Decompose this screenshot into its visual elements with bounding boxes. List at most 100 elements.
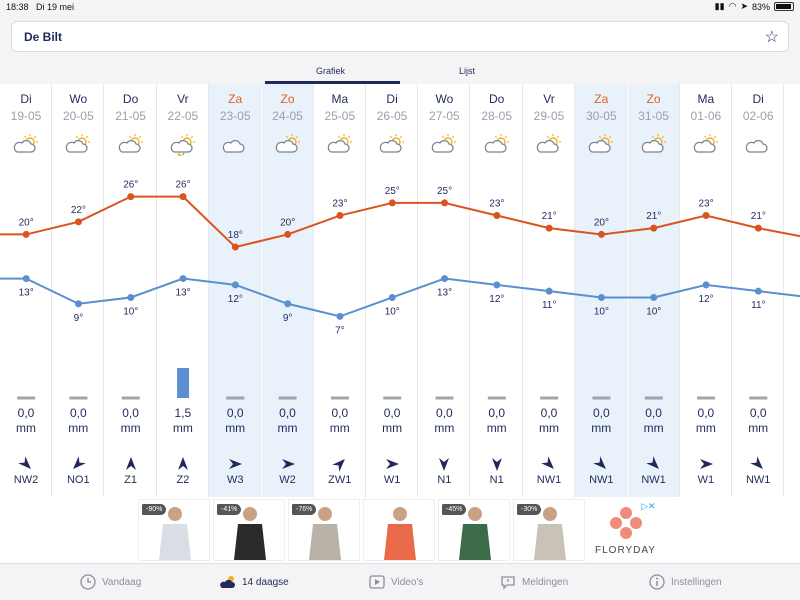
- precip-value: 0,0: [488, 406, 506, 420]
- precip-amount: 0,0 mm: [366, 406, 418, 436]
- wind-direction-icon: [644, 454, 664, 474]
- precip-amount: 0,0 mm: [575, 406, 627, 436]
- day-name: Vr: [543, 92, 555, 106]
- day-name: Zo: [280, 92, 295, 106]
- video-icon: [369, 575, 385, 589]
- ad-product[interactable]: -30%: [513, 499, 585, 561]
- precip-value: 0,0: [279, 406, 296, 420]
- forecast-grid[interactable]: Di 19-05 0,0 mm NW2 Wo 20-05 0,0 mm NO1 Do 21-05 0,0…: [0, 84, 800, 497]
- ad-product[interactable]: -90%: [138, 499, 210, 561]
- precip-unit: mm: [172, 421, 193, 435]
- wind-direction-icon: [382, 454, 402, 474]
- ad-product[interactable]: -45%: [438, 499, 510, 561]
- product-image: [534, 507, 566, 560]
- product-image: [234, 507, 266, 560]
- partly-cloudy-icon: [378, 134, 406, 156]
- day-date: 01-06: [690, 109, 722, 123]
- adchoices-icon[interactable]: ▷✕: [641, 501, 656, 511]
- status-time: 18:38: [6, 2, 29, 12]
- day-column[interactable]: Wo 20-05 0,0 mm NO1: [52, 84, 105, 497]
- day-column[interactable]: Vr 29-05 0,0 mm NW1: [523, 84, 575, 497]
- day-date: 28-05: [481, 109, 513, 123]
- wind-label: W3: [226, 474, 244, 486]
- day-column[interactable]: Wo 27-05 0,0 mm N1: [418, 84, 471, 497]
- precip-unit: mm: [539, 421, 559, 435]
- wind-label: W1: [697, 474, 715, 486]
- bottom-nav: Vandaag 14 daagse Video's Meldingen Instelli…: [0, 563, 800, 600]
- day-column[interactable]: Za 30-05 0,0 mm NW1: [575, 84, 628, 497]
- precip-amount: 0,0 mm: [209, 406, 261, 436]
- favorite-star-icon[interactable]: ☆: [764, 29, 779, 46]
- wind-label: NW1: [589, 474, 614, 486]
- day-name: Ma: [697, 92, 715, 106]
- product-image: [384, 507, 416, 560]
- wifi-icon: ◠: [728, 1, 737, 11]
- wind-direction-icon: [487, 454, 507, 474]
- precip-unit: mm: [643, 421, 664, 435]
- wind-direction-icon: [748, 454, 768, 474]
- nav-label: Meldingen: [522, 576, 569, 588]
- day-name: Di: [752, 92, 764, 106]
- ad-product[interactable]: -41%: [213, 499, 285, 561]
- precip-amount: 0,0 mm: [628, 406, 680, 436]
- wind-label: ZW1: [328, 474, 352, 486]
- precip-value: 0,0: [540, 406, 558, 420]
- day-column[interactable]: Za 23-05 0,0 mm W3: [209, 84, 262, 497]
- day-column[interactable]: Di 19-05 0,0 mm NW2: [0, 84, 52, 497]
- day-date: 26-05: [376, 109, 408, 123]
- ad-product[interactable]: [363, 499, 435, 561]
- alert-icon: [501, 576, 515, 590]
- wind-direction-icon: [68, 454, 88, 474]
- precip-value: 0,0: [226, 406, 244, 420]
- day-column[interactable]: Do 21-05 0,0 mm Z1: [105, 84, 157, 497]
- wind-label: NW1: [641, 474, 666, 486]
- day-column[interactable]: Do 28-05 0,0 mm N1: [471, 84, 523, 497]
- nav-14-daagse[interactable]: 14 daagse: [220, 574, 289, 590]
- partly-cloudy-icon: [535, 134, 563, 156]
- precip-amount: 0,0 mm: [262, 406, 314, 436]
- precip-unit: mm: [434, 421, 455, 435]
- nav-video-s[interactable]: Video's: [369, 574, 423, 590]
- nav-vandaag[interactable]: Vandaag: [80, 574, 141, 590]
- day-name: Di: [386, 92, 398, 106]
- wind-label: N1: [489, 474, 504, 486]
- nav-instellingen[interactable]: Instellingen: [649, 574, 722, 590]
- precip-value: 1,5: [174, 406, 192, 420]
- advertisement[interactable]: -90% -41% -76% -45% -30% FLORYDAY: [138, 499, 663, 561]
- precip-unit: mm: [591, 421, 612, 435]
- partly-cloudy-icon: [640, 134, 668, 156]
- precip-unit: mm: [486, 421, 507, 435]
- day-column[interactable]: Di 26-05 0,0 mm W1: [366, 84, 419, 497]
- day-column[interactable]: Vr 22-05 1,5 mm Z2: [157, 84, 209, 497]
- location-field[interactable]: De Bilt ☆: [11, 21, 789, 52]
- location-name: De Bilt: [24, 30, 63, 44]
- tab-grafiek[interactable]: Grafiek: [316, 66, 346, 76]
- wind-direction-icon: [591, 454, 611, 474]
- tab-lijst[interactable]: Lijst: [459, 66, 476, 76]
- ad-brand[interactable]: FLORYDAY: [588, 499, 663, 561]
- day-date: 25-05: [324, 109, 356, 123]
- ad-product[interactable]: -76%: [288, 499, 360, 561]
- discount-badge: -45%: [442, 504, 467, 515]
- info-icon: [649, 574, 665, 590]
- day-column[interactable]: Zo 31-05 0,0 mm NW1: [627, 84, 680, 497]
- day-date: 24-05: [272, 109, 303, 123]
- partly-cloudy-icon: [64, 134, 92, 156]
- cloudy-icon: [221, 134, 249, 156]
- floryday-logo-icon: [610, 507, 642, 539]
- day-column[interactable]: Ma 25-05 0,0 mm ZW1: [314, 84, 366, 497]
- discount-badge: -30%: [517, 504, 542, 515]
- day-column[interactable]: Di 02-06 0,0 mm NW1: [732, 84, 785, 497]
- precip-value: 0,0: [383, 406, 401, 420]
- precip-value: 0,0: [17, 406, 35, 420]
- day-name: Do: [122, 92, 139, 106]
- day-column[interactable]: Zo 24-05 0,0 mm W2: [261, 84, 314, 497]
- nav-meldingen[interactable]: Meldingen: [500, 574, 568, 590]
- day-name: Wo: [435, 92, 454, 106]
- wind-direction-icon: [696, 454, 716, 474]
- precip-unit: mm: [225, 421, 246, 435]
- day-column[interactable]: Ma 01-06 0,0 mm W1: [680, 84, 732, 497]
- wind-label: NW1: [536, 474, 562, 486]
- wind-label: W2: [279, 474, 296, 486]
- wind-direction-icon: [121, 454, 141, 474]
